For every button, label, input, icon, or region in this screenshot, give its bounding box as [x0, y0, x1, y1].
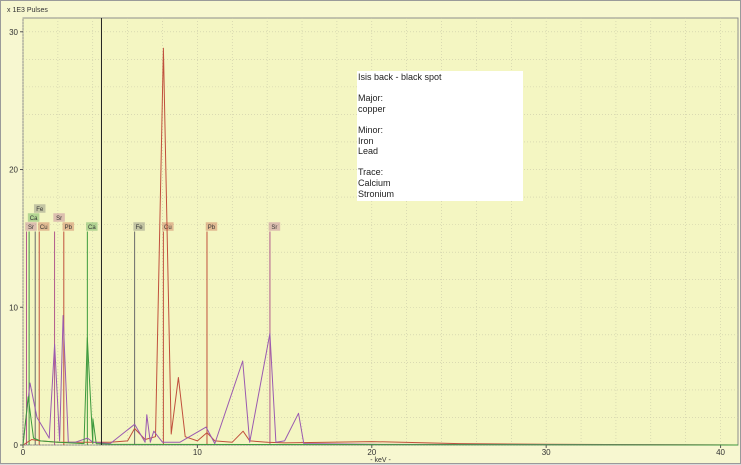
annotation-trace-heading: Trace:	[358, 167, 384, 178]
element-marker-tag	[86, 222, 98, 231]
y-tick-label: 0	[14, 441, 19, 450]
x-tick-label: 20	[367, 448, 376, 457]
y-tick-label: 30	[9, 28, 18, 37]
annotation-title: Isis back - black spot	[358, 72, 442, 82]
element-marker-label: Pb	[208, 225, 216, 231]
element-marker-label: Fe	[136, 225, 144, 231]
element-marker-tag	[25, 222, 37, 231]
spectrum-series-line	[22, 47, 739, 446]
element-marker-label: Cu	[40, 225, 48, 231]
element-marker-tag	[133, 222, 145, 231]
x-axis-label: - keV -	[370, 457, 391, 464]
element-marker-tag	[62, 222, 75, 231]
element-marker-tag	[162, 222, 174, 231]
x-tick-label: 0	[21, 448, 26, 457]
element-marker-tag	[53, 213, 65, 222]
y-tick-label: 20	[9, 166, 18, 175]
annotation-major-item: copper	[358, 103, 386, 114]
element-marker-tag	[205, 222, 218, 231]
element-marker-label: Sr	[28, 225, 34, 231]
y-axis-label: x 1E3 Pulses	[7, 7, 48, 14]
annotation-minor-item: Iron	[358, 135, 374, 146]
element-marker-label: Ca	[30, 216, 38, 222]
element-marker-label: Pb	[65, 225, 73, 231]
annotation-minor-heading: Minor:	[358, 124, 384, 135]
spectrum-series-line	[22, 337, 739, 446]
spectrum-series-line	[22, 315, 739, 446]
element-marker-label: Sr	[56, 216, 62, 222]
element-marker-tag	[27, 213, 40, 222]
x-tick-label: 40	[716, 448, 725, 457]
element-marker-tag	[33, 204, 46, 213]
annotation-major-heading: Major:	[358, 93, 384, 104]
element-marker-label: Ca	[88, 225, 96, 231]
element-marker-label: Sr	[271, 225, 277, 231]
annotation-trace-item: Calcium	[358, 177, 391, 188]
x-tick-label: 30	[542, 448, 551, 457]
y-tick-label: 10	[9, 303, 18, 312]
annotation-box: Isis back - black spot Major: copper Min…	[357, 71, 523, 201]
annotation-minor-item: Lead	[358, 146, 379, 157]
element-marker-label: Fe	[36, 207, 44, 213]
x-tick-label: 10	[193, 448, 202, 457]
element-marker-tag	[37, 222, 50, 231]
annotation-trace-item: Stronium	[358, 188, 395, 199]
element-marker-label: Cu	[164, 225, 172, 231]
element-marker-tag	[268, 222, 281, 231]
